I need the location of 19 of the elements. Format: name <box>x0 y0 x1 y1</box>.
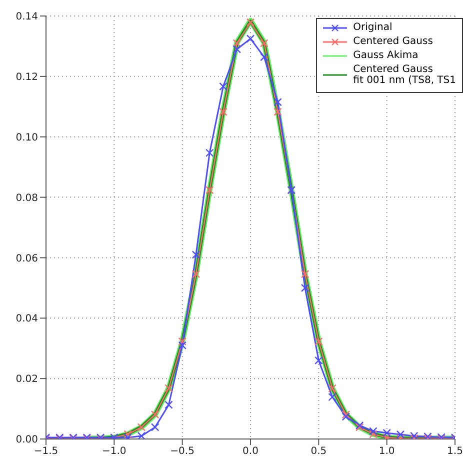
x-tick-label: 0.5 <box>310 446 327 458</box>
x-tick-label: −1.5 <box>34 446 58 458</box>
x-tick-label: 1.5 <box>447 446 463 458</box>
y-tick-label: 0.02 <box>16 374 38 386</box>
y-tick-label: 0.12 <box>16 72 38 83</box>
legend-label: Gauss Akima <box>353 50 418 61</box>
y-tick-label: 0.14 <box>16 12 38 23</box>
y-tick-label: 0.04 <box>16 314 38 325</box>
x-tick-label: −1.0 <box>102 446 126 458</box>
y-tick-label: 0.00 <box>16 434 38 446</box>
x-tick-label: −0.5 <box>170 446 194 458</box>
legend-label: Original <box>353 22 392 33</box>
y-tick-label: 0.08 <box>16 192 38 204</box>
legend-label: Centered Gauss <box>353 36 433 47</box>
x-tick-label: 0.0 <box>242 446 258 458</box>
y-tick-label: 0.06 <box>16 253 38 264</box>
y-tick-label: 0.10 <box>16 132 38 144</box>
x-tick-label: 1.0 <box>378 446 395 458</box>
legend-label: Centered Gauss fit 001 nm (TS8, TS1 <box>353 64 456 86</box>
